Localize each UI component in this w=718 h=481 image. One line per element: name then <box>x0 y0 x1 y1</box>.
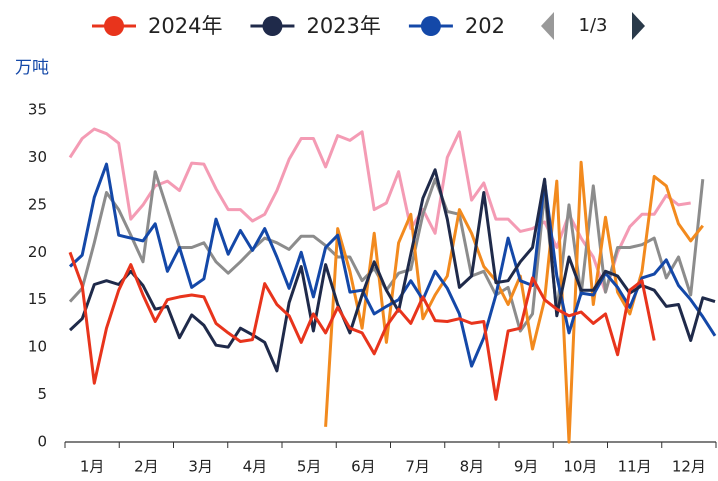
x-tick-label: 2月 <box>134 458 159 476</box>
x-tick-label: 9月 <box>514 458 539 476</box>
legend-marker <box>262 16 283 36</box>
x-tick-label: 3月 <box>188 458 213 476</box>
x-tick-label: 10月 <box>563 458 597 476</box>
x-tick-label: 5月 <box>297 458 322 476</box>
x-tick-label: 8月 <box>460 458 485 476</box>
series-line <box>68 168 716 373</box>
legend-marker <box>420 16 441 36</box>
y-tick-label: 25 <box>28 195 47 213</box>
x-tick-label: 7月 <box>405 458 430 476</box>
x-tick-label: 12月 <box>672 458 706 476</box>
x-tick-label: 1月 <box>80 458 105 476</box>
y-tick-label: 0 <box>37 433 47 451</box>
y-tick-label: 30 <box>28 148 47 166</box>
legend-label: 202 <box>465 14 505 38</box>
legend-page: 1/3 <box>579 15 608 36</box>
series-line <box>68 251 656 401</box>
legend-label: 2024年 <box>148 14 222 38</box>
legend-prev[interactable] <box>541 12 554 40</box>
legend-label: 2023年 <box>306 14 380 38</box>
legend-next[interactable] <box>632 12 645 40</box>
x-tick-label: 6月 <box>351 458 376 476</box>
y-tick-label: 35 <box>28 101 47 119</box>
y-tick-label: 10 <box>28 338 47 356</box>
y-unit: 万吨 <box>15 58 49 78</box>
x-tick-label: 4月 <box>243 458 268 476</box>
series-line <box>68 162 717 368</box>
x-tick-label: 11月 <box>618 458 652 476</box>
y-tick-label: 20 <box>28 243 47 261</box>
y-tick-label: 5 <box>37 385 47 403</box>
legend-marker <box>104 16 124 36</box>
y-tick-label: 15 <box>28 290 47 308</box>
